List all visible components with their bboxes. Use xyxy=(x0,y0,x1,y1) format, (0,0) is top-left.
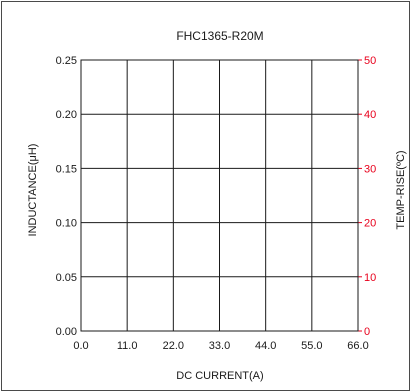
x-tick-label: 44.0 xyxy=(255,340,276,352)
y-tick-label: 0.05 xyxy=(56,272,77,284)
y-tick-label: 0.00 xyxy=(56,326,77,338)
x-tick-label: 0.0 xyxy=(73,340,88,352)
y2-tick-label: 10 xyxy=(364,272,376,284)
x-axis-label: DC CURRENT(A) xyxy=(176,370,263,382)
y2-axis-label: TEMP-RISE(ºC) xyxy=(395,150,407,229)
y2-tick-label: 0 xyxy=(364,326,370,338)
y-tick-label: 0.25 xyxy=(56,55,77,67)
y2-tick-label: 50 xyxy=(364,55,376,67)
grid-lines xyxy=(81,59,362,332)
chart-title: FHC1365-R20M xyxy=(176,29,263,43)
x-tick-labels: 0.0 11.0 22.0 33.0 44.0 55.0 66.0 xyxy=(73,340,368,352)
y-tick-label: 0.15 xyxy=(56,163,77,175)
plot-border xyxy=(80,59,359,332)
x-tick-label: 55.0 xyxy=(301,340,322,352)
y2-tick-label: 20 xyxy=(364,218,376,230)
y-tick-labels: 0.00 0.05 0.10 0.15 0.20 0.25 xyxy=(56,55,77,338)
x-tick-label: 11.0 xyxy=(117,340,138,352)
y2-tick-label: 30 xyxy=(364,163,376,175)
y2-tick-labels: 0 10 20 30 40 50 xyxy=(364,55,376,338)
y-tick-label: 0.10 xyxy=(56,218,77,230)
x-tick-label: 33.0 xyxy=(209,340,230,352)
x-tick-label: 22.0 xyxy=(163,340,184,352)
y2-tick-label: 40 xyxy=(364,109,376,121)
y-axis-label: INDUCTANCE(μH) xyxy=(27,144,39,237)
y-tick-label: 0.20 xyxy=(56,109,77,121)
x-tick-label: 66.0 xyxy=(347,340,368,352)
